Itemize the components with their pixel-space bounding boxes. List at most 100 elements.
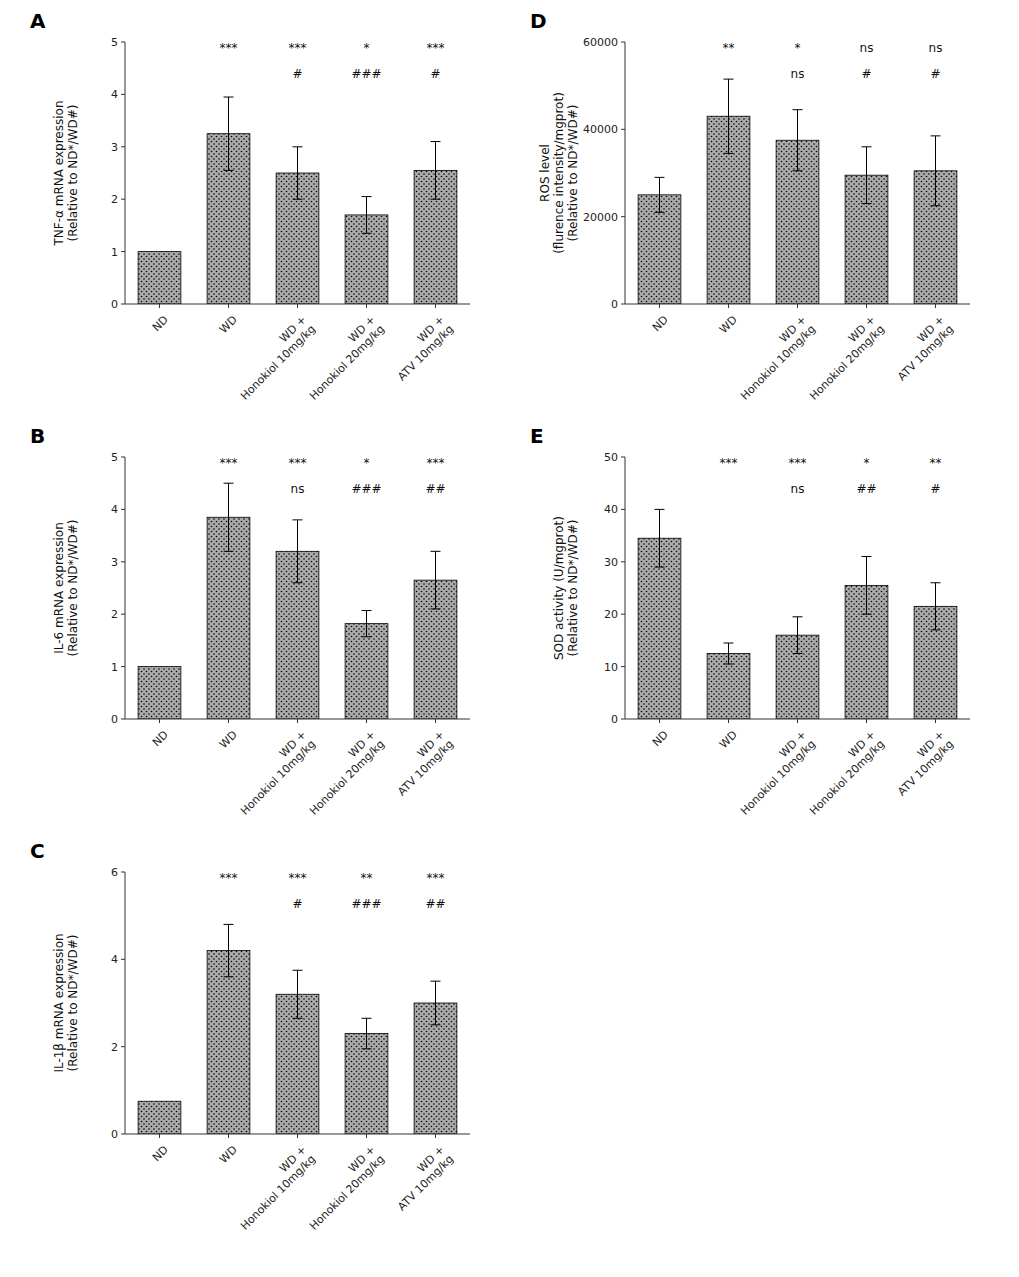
x-tick-label-line: Honokiol 10mg/kg [238, 1152, 318, 1232]
x-tick [659, 304, 660, 308]
star-label: * [795, 41, 801, 55]
x-tick-label: WD +ATV 10mg/kg [386, 313, 456, 383]
y-tick [121, 1046, 125, 1047]
y-tick [621, 614, 625, 615]
x-tick-label: WD +Honokiol 20mg/kg [798, 728, 887, 817]
error-cap [931, 629, 941, 630]
x-tick-label: WD +ATV 10mg/kg [386, 1143, 456, 1213]
error-cap [724, 643, 734, 644]
x-tick [228, 304, 229, 308]
y-tick [621, 304, 625, 305]
x-tick-label-line: Honokiol 20mg/kg [307, 1152, 387, 1232]
y-tick [121, 509, 125, 510]
y-tick [121, 457, 125, 458]
plot-area [638, 79, 957, 304]
y-tick-label: 3 [111, 141, 118, 154]
error-cap [362, 610, 372, 611]
x-tick [866, 304, 867, 308]
y-tick [121, 304, 125, 305]
x-tick [435, 304, 436, 308]
star-label: *** [220, 871, 238, 885]
x-tick-label-line: ND [150, 728, 171, 749]
error-bar [224, 483, 234, 551]
error-cap [431, 1024, 441, 1025]
y-tick-label: 60000 [583, 36, 618, 49]
x-tick-label: WD +Honokiol 20mg/kg [298, 728, 387, 817]
error-cap [431, 199, 441, 200]
x-tick [797, 304, 798, 308]
x-tick [435, 719, 436, 723]
y-tick [121, 42, 125, 43]
error-cap [224, 97, 234, 98]
x-tick-label-line: ATV 10mg/kg [395, 322, 456, 383]
error-bar [724, 643, 734, 664]
x-tick-label-line: WD [217, 1143, 240, 1166]
error-line [935, 136, 936, 206]
error-cap [293, 1018, 303, 1019]
y-tick [621, 216, 625, 217]
x-tick-label-line: ND [150, 313, 171, 334]
star-label: ** [723, 41, 735, 55]
star-label: *** [427, 41, 445, 55]
error-line [866, 557, 867, 615]
y-tick [621, 719, 625, 720]
x-tick [297, 1134, 298, 1138]
x-tick [159, 1134, 160, 1138]
error-bar [862, 557, 872, 615]
error-cap [224, 976, 234, 977]
hash-label: ns [791, 482, 805, 496]
y-tick-label: 0 [611, 713, 618, 726]
error-cap [293, 970, 303, 971]
x-tick [297, 719, 298, 723]
y-tick [621, 42, 625, 43]
error-line [435, 981, 436, 1025]
star-label: *** [427, 456, 445, 470]
y-tick-label: 2 [111, 193, 118, 206]
error-cap [862, 614, 872, 615]
star-label: * [864, 456, 870, 470]
y-tick [121, 959, 125, 960]
y-axis-label-line: (flurence intensity/mgprot) [552, 92, 566, 254]
error-line [659, 509, 660, 567]
y-tick [121, 1134, 125, 1135]
star-label: ** [361, 871, 373, 885]
x-tick [228, 1134, 229, 1138]
error-bar [362, 1018, 372, 1049]
x-tick-label-line: Honokiol 20mg/kg [807, 322, 887, 402]
x-tick [935, 719, 936, 723]
panel: 012345NDWDWD +Honokiol 10mg/kgWD +Honoki… [30, 424, 470, 818]
hash-label: ### [351, 897, 381, 911]
y-tick-label: 0 [111, 713, 118, 726]
x-tick-label-line: Honokiol 10mg/kg [238, 737, 318, 817]
star-label: ns [929, 41, 943, 55]
error-bar [362, 611, 372, 637]
error-cap [224, 551, 234, 552]
panel: 012345NDWDWD +Honokiol 10mg/kgWD +Honoki… [30, 9, 470, 403]
hash-label: ## [425, 482, 445, 496]
x-tick-label: WD +Honokiol 10mg/kg [229, 313, 318, 402]
error-bar [724, 79, 734, 153]
error-cap [724, 153, 734, 154]
error-line [435, 551, 436, 609]
star-label: * [364, 456, 370, 470]
y-tick-label: 4 [111, 953, 118, 966]
y-tick-label: 0 [111, 1128, 118, 1141]
x-tick-label: WD +Honokiol 10mg/kg [729, 313, 818, 402]
x-tick-label-line: Honokiol 10mg/kg [738, 322, 818, 402]
error-cap [293, 146, 303, 147]
error-line [297, 970, 298, 1018]
error-cap [793, 170, 803, 171]
y-axis-label-line: IL-6 mRNA expression [52, 522, 66, 654]
hash-label: # [861, 67, 871, 81]
error-cap [224, 170, 234, 171]
error-cap [293, 582, 303, 583]
y-axis-label-line: SOD activity (U/mgprot) [552, 516, 566, 660]
error-cap [362, 233, 372, 234]
y-axis-line [625, 42, 626, 304]
y-tick-label: 1 [111, 661, 118, 674]
x-tick-label: ND [650, 728, 671, 749]
error-bar [931, 583, 941, 630]
error-cap [362, 636, 372, 637]
x-tick-label: ND [650, 313, 671, 334]
x-tick-label-line: Honokiol 10mg/kg [238, 322, 318, 402]
